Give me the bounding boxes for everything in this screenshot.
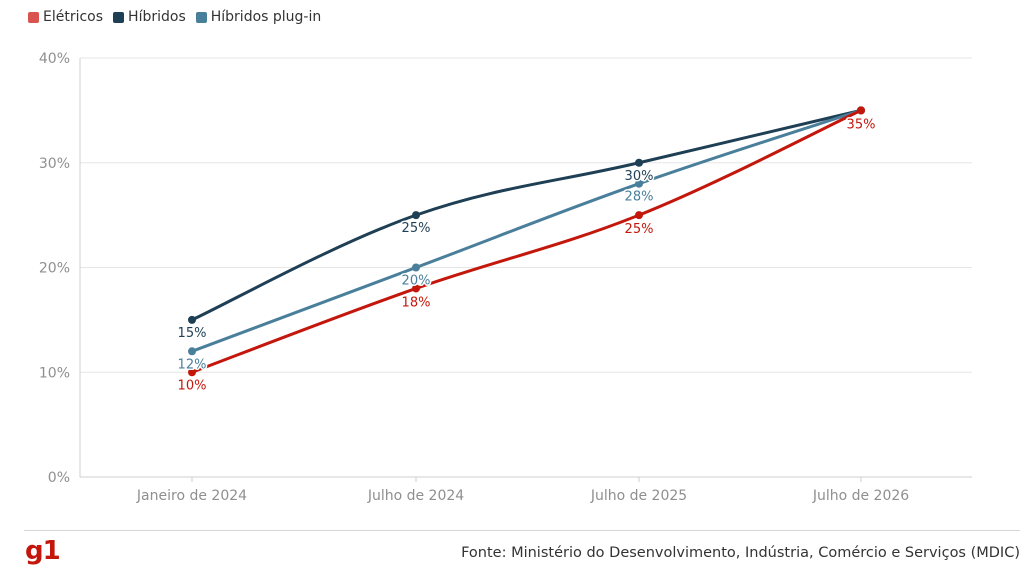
line-chart: 0% 10% 20% 30% 40% Janeiro de 2024 Julho de 20… xyxy=(39,51,972,504)
data-label-hibridos-plug-in: 20% xyxy=(402,274,431,289)
y-tick-label: 20% xyxy=(39,261,70,277)
data-label-eletricos: 18% xyxy=(402,295,431,310)
data-label-hibridos-plug-in: 12% xyxy=(178,357,207,372)
series-line-eletricos xyxy=(190,108,863,374)
x-tick-label: Janeiro de 2024 xyxy=(136,488,247,504)
data-point-hibridos-plug-in xyxy=(412,263,420,272)
data-label-eletricos: 35% xyxy=(847,117,876,132)
series-line-hibridos xyxy=(190,108,863,322)
data-point-hibridos-plug-in xyxy=(188,347,196,356)
legend-swatch-eletricos xyxy=(28,11,39,23)
data-label-layer: 15%15%25%25%30%30%12%12%20%20%28%28%10%1… xyxy=(176,116,877,395)
data-label-halo-hibridos-plug-in: 12% xyxy=(178,357,207,372)
data-label-halo-hibridos: 30% xyxy=(625,169,654,184)
data-label-halo-eletricos: 10% xyxy=(178,378,207,393)
data-label-halo-hibridos: 25% xyxy=(402,221,431,236)
data-point-hibridos xyxy=(412,211,420,220)
series-layer xyxy=(188,106,865,377)
data-label-eletricos: 10% xyxy=(178,378,207,393)
grid-layer xyxy=(80,57,972,478)
y-tick-label: 10% xyxy=(39,365,70,381)
data-point-eletricos xyxy=(635,211,643,220)
data-label-halo-eletricos: 25% xyxy=(625,222,654,237)
x-tick-label: Julho de 2026 xyxy=(812,488,909,504)
data-point-hibridos xyxy=(635,158,643,167)
data-point-eletricos xyxy=(188,368,196,377)
g1-logo[interactable]: g1 xyxy=(25,536,61,566)
data-point-hibridos xyxy=(188,315,196,324)
data-label-halo-hibridos-plug-in: 20% xyxy=(402,274,431,289)
data-label-halo-eletricos: 18% xyxy=(402,295,431,310)
legend-label-hibridos-plug-in: Híbridos plug-in xyxy=(210,9,322,25)
legend-swatch-hibridos xyxy=(113,11,125,23)
series-line-hibridos-plug-in xyxy=(190,108,863,353)
x-tick-label: Julho de 2025 xyxy=(590,488,687,504)
data-point-hibridos-plug-in xyxy=(635,179,643,188)
data-label-halo-hibridos-plug-in: 28% xyxy=(625,190,654,205)
data-label-hibridos: 15% xyxy=(178,326,207,341)
y-tick-label: 40% xyxy=(39,51,70,67)
data-label-eletricos: 25% xyxy=(625,222,654,237)
x-tick-label: Julho de 2024 xyxy=(367,488,464,504)
chart-legend: Elétricos Híbridos Híbridos plug-in xyxy=(28,9,321,25)
data-label-halo-hibridos: 15% xyxy=(178,326,207,341)
axis-layer: 0% 10% 20% 30% 40% Janeiro de 2024 Julho de 20… xyxy=(39,51,909,504)
y-tick-label: 0% xyxy=(48,470,70,486)
legend-item-hibridos[interactable]: Híbridos xyxy=(113,9,186,25)
footer-divider xyxy=(24,530,1020,531)
legend-label-eletricos: Elétricos xyxy=(43,9,104,25)
data-point-eletricos xyxy=(412,284,420,293)
legend-label-hibridos: Híbridos xyxy=(128,9,186,25)
data-point-eletricos xyxy=(857,106,865,115)
data-label-hibridos-plug-in: 28% xyxy=(625,190,654,205)
y-tick-label: 30% xyxy=(39,156,70,172)
data-label-halo-eletricos: 35% xyxy=(847,117,876,132)
legend-item-eletricos[interactable]: Elétricos xyxy=(28,9,103,25)
legend-item-hibridos-plug-in[interactable]: Híbridos plug-in xyxy=(195,9,322,25)
legend-swatch-hibridos-plug-in xyxy=(195,11,207,23)
data-label-hibridos: 25% xyxy=(402,221,431,236)
data-label-hibridos: 30% xyxy=(625,169,654,184)
source-note: Fonte: Ministério do Desenvolvimento, In… xyxy=(461,545,1020,561)
